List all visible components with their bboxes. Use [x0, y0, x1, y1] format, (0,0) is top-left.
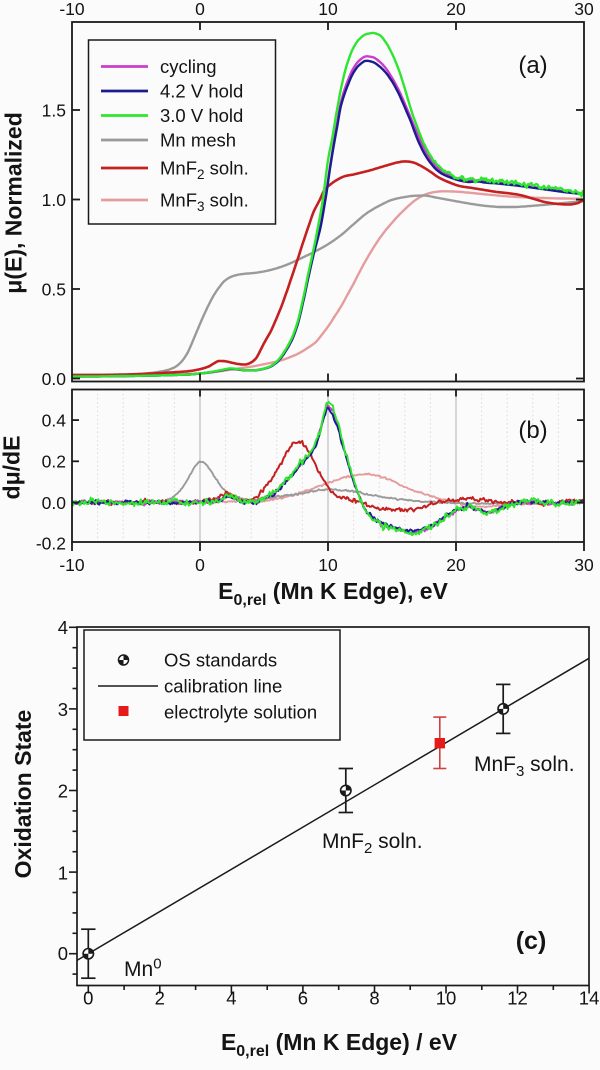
svg-text:E0,rel (Mn K Edge), eV: E0,rel (Mn K Edge), eV — [218, 578, 448, 609]
svg-text:6: 6 — [298, 988, 308, 1009]
svg-text:-10: -10 — [59, 555, 85, 575]
svg-text:-10: -10 — [59, 0, 85, 19]
svg-text:14: 14 — [579, 988, 600, 1009]
svg-text:10: 10 — [436, 988, 457, 1009]
svg-text:0.0: 0.0 — [42, 369, 67, 389]
svg-text:10: 10 — [318, 0, 338, 19]
svg-text:20: 20 — [446, 0, 466, 19]
svg-text:0: 0 — [195, 555, 205, 575]
svg-text:dμ/dE: dμ/dE — [0, 436, 25, 500]
svg-text:0.4: 0.4 — [42, 411, 67, 431]
svg-text:1.5: 1.5 — [42, 101, 66, 121]
svg-text:4.2 V hold: 4.2 V hold — [160, 81, 243, 102]
svg-text:MnF2 soln.: MnF2 soln. — [160, 158, 249, 183]
svg-text:12: 12 — [507, 988, 528, 1009]
svg-text:0.0: 0.0 — [42, 493, 67, 513]
svg-text:μ(E), Normalized: μ(E), Normalized — [1, 112, 27, 293]
svg-text:Oxidation State: Oxidation State — [10, 710, 36, 879]
svg-text:1.0: 1.0 — [42, 190, 67, 210]
svg-text:1: 1 — [58, 863, 68, 884]
svg-text:Mn mesh: Mn mesh — [160, 130, 236, 151]
svg-text:10: 10 — [318, 555, 338, 575]
svg-text:3.0 V hold: 3.0 V hold — [160, 105, 243, 126]
svg-text:-0.2: -0.2 — [36, 534, 66, 554]
svg-text:30: 30 — [574, 555, 594, 575]
svg-text:calibration line: calibration line — [164, 676, 282, 697]
svg-text:E0,rel (Mn K Edge) / eV: E0,rel (Mn K Edge) / eV — [221, 1029, 458, 1060]
svg-text:MnF3 soln.: MnF3 soln. — [474, 753, 575, 780]
svg-text:0: 0 — [195, 0, 205, 19]
svg-text:4: 4 — [58, 617, 68, 638]
svg-text:0.2: 0.2 — [42, 452, 66, 472]
svg-text:(c): (c) — [516, 927, 547, 955]
svg-text:MnF2 soln.: MnF2 soln. — [322, 830, 423, 857]
svg-text:0: 0 — [58, 943, 68, 964]
svg-text:MnF3 soln.: MnF3 soln. — [160, 190, 249, 215]
svg-text:OS standards: OS standards — [164, 650, 277, 671]
svg-text:3: 3 — [58, 699, 68, 720]
svg-text:30: 30 — [574, 0, 594, 19]
svg-text:8: 8 — [369, 988, 379, 1009]
svg-text:electrolyte solution: electrolyte solution — [164, 702, 317, 723]
svg-text:20: 20 — [446, 555, 466, 575]
svg-text:4: 4 — [226, 988, 236, 1009]
svg-text:(b): (b) — [518, 417, 547, 444]
svg-text:(a): (a) — [518, 52, 547, 79]
svg-text:0: 0 — [83, 988, 93, 1009]
svg-text:2: 2 — [58, 781, 68, 802]
svg-text:2: 2 — [155, 988, 165, 1009]
svg-text:cycling: cycling — [160, 56, 217, 77]
svg-text:0.5: 0.5 — [42, 280, 66, 300]
